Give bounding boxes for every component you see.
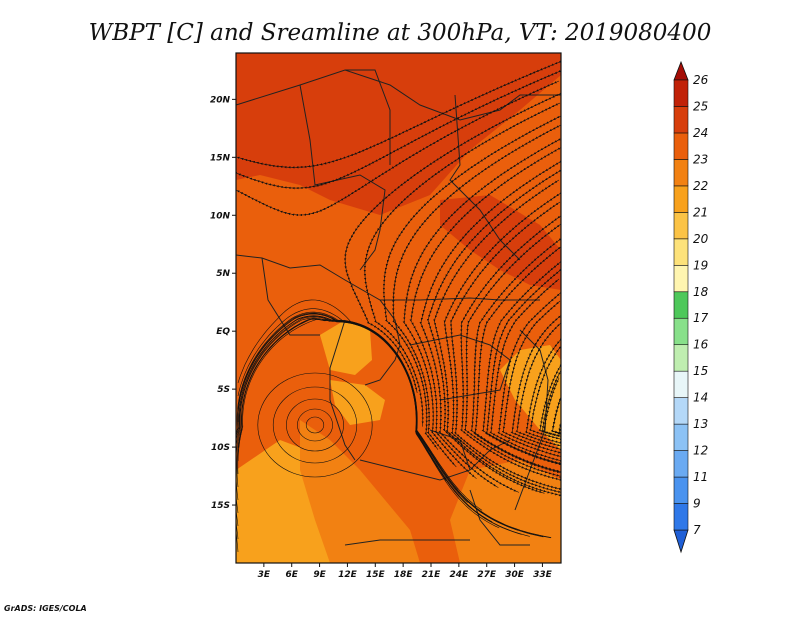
colorbar-segment: [673, 132, 689, 160]
colorbar-label: 20: [693, 232, 709, 246]
vortex-ring: [297, 408, 333, 442]
colorbar-label: 24: [693, 126, 708, 140]
colorbar-top-arrow: [673, 60, 689, 81]
colorbar: 7 9 11 12 13 14 15 16 17 18 19 20 21 22 23 24 25 26: [673, 60, 709, 554]
colorbar-label: 18: [693, 285, 709, 299]
x-tick-label: 18E: [394, 570, 414, 580]
streamline: [236, 311, 432, 553]
colorbar-segment: [673, 238, 689, 266]
colorbar-label: 16: [693, 338, 709, 352]
colorbar-label: 13: [693, 417, 708, 431]
streamlines: [236, 58, 566, 553]
colorbar-segment: [673, 370, 689, 398]
y-tick-label: 5N: [216, 269, 230, 279]
colorbar-segment: [673, 264, 689, 293]
colorbar-label: 19: [693, 258, 708, 272]
colorbar-label: 26: [693, 73, 709, 87]
y-tick-label: 10N: [210, 211, 231, 221]
vortex-ring: [257, 372, 373, 478]
vortex-ring: [286, 398, 344, 452]
streamline: [236, 313, 438, 540]
colorbar-segment: [673, 344, 689, 372]
y-axis-ticks: 20N 15N 10N 5N EQ 5S 10S 15S: [210, 95, 236, 511]
vortex-ring: [272, 386, 358, 464]
colorbar-label: 14: [693, 391, 708, 405]
colorbar-segment: [673, 79, 689, 107]
y-tick-label: 15N: [210, 153, 231, 163]
x-tick-label: 12E: [338, 570, 358, 580]
x-tick-label: 24E: [450, 570, 470, 580]
colorbar-label: 17: [693, 311, 709, 325]
colorbar-label: 23: [693, 152, 708, 166]
x-tick-label: 15E: [366, 570, 386, 580]
x-tick-label: 21E: [422, 570, 442, 580]
x-tick-label: 27E: [477, 570, 497, 580]
colorbar-segment: [673, 423, 689, 451]
colorbar-segment: [673, 291, 689, 319]
colorbar-label: 12: [693, 444, 708, 458]
colorbar-segment: [673, 212, 689, 240]
colorbar-segment: [673, 106, 689, 134]
colorbar-label: 21: [693, 205, 708, 219]
x-tick-label: 30E: [505, 570, 525, 580]
colorbar-segment: [673, 397, 689, 425]
y-tick-label: 5S: [217, 385, 230, 395]
grads-credit: GrADS: IGES/COLA: [4, 604, 87, 613]
colorbar-label: 25: [693, 99, 708, 113]
region-southwest-plume: [300, 420, 420, 563]
map-frame: [235, 52, 562, 564]
y-tick-label: 15S: [211, 501, 230, 511]
y-tick-label: EQ: [216, 327, 230, 337]
colorbar-label: 11: [693, 470, 708, 484]
map-area: [236, 53, 566, 563]
chart-title: WBPT [C] and Sreamline at 300hPa, VT: 20…: [89, 20, 712, 46]
colorbar-label: 15: [693, 364, 708, 378]
y-tick-label: 10S: [211, 443, 230, 453]
colorbar-segment: [673, 159, 689, 187]
border-line: [329, 319, 356, 461]
border-line: [344, 539, 470, 546]
colorbar-segment: [673, 185, 689, 213]
y-tick-label: 20N: [210, 95, 231, 105]
vortex-ring: [305, 416, 325, 434]
colorbar-label: 9: [693, 497, 701, 511]
x-tick-label: 9E: [313, 570, 326, 580]
colorbar-label: 7: [693, 523, 701, 537]
streamline: [562, 543, 566, 544]
colorbar-segment: [673, 503, 689, 531]
x-axis-ticks: 3E 6E 9E 12E 15E 18E 21E 24E 27E 30E 33E: [258, 563, 553, 580]
colorbar-segment: [673, 476, 689, 504]
colorbar-segment: [673, 450, 689, 478]
colorbar-segment: [673, 317, 689, 346]
streamline: [562, 444, 566, 445]
streamline: [237, 319, 493, 523]
x-tick-label: 6E: [286, 570, 299, 580]
streamline: [550, 399, 561, 434]
x-tick-label: 3E: [258, 570, 271, 580]
colorbar-bottom-arrow: [673, 529, 689, 554]
colorbar-label: 22: [693, 179, 708, 193]
x-tick-label: 33E: [533, 570, 553, 580]
